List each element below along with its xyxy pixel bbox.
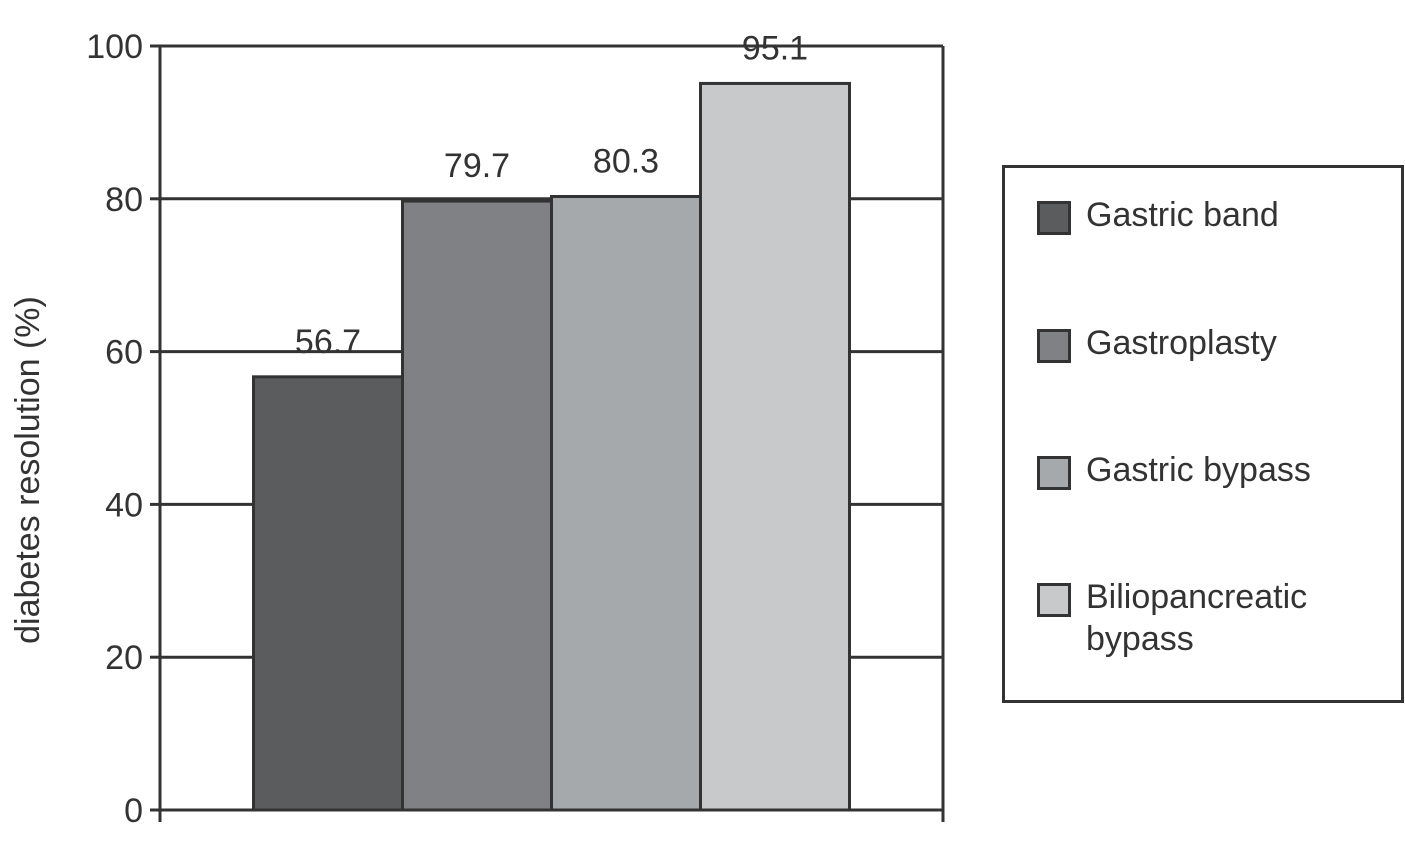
y-axis-label: diabetes resolution (%)	[9, 296, 47, 644]
legend-item: Gastroplasty	[1037, 324, 1377, 364]
y-tick-label: 40	[105, 486, 143, 524]
legend: Gastric band Gastroplasty Gastric bypass Bi…	[1002, 165, 1404, 703]
legend-item: Gastric band	[1037, 196, 1377, 236]
bar	[252, 375, 404, 812]
value-label: 79.7	[444, 147, 510, 185]
y-tick-label: 60	[105, 334, 143, 372]
value-label: 95.1	[742, 29, 808, 67]
bar	[401, 199, 553, 812]
legend-label: Gastric band	[1086, 196, 1279, 234]
y-tick-label: 20	[105, 639, 143, 677]
legend-label: Gastric bypass	[1086, 451, 1311, 489]
legend-swatch	[1037, 201, 1071, 235]
bar	[550, 195, 702, 812]
legend-item: Biliopancreatic bypass	[1037, 578, 1377, 660]
legend-label: Biliopancreatic bypass	[1086, 578, 1308, 658]
legend-swatch	[1037, 329, 1071, 363]
legend-swatch	[1037, 456, 1071, 490]
legend-item: Gastric bypass	[1037, 451, 1377, 491]
legend-swatch	[1037, 583, 1071, 617]
value-label: 56.7	[295, 323, 361, 361]
y-tick-label: 80	[105, 181, 143, 219]
y-tick-label: 100	[86, 28, 143, 66]
y-tick-label: 0	[124, 792, 143, 830]
bar	[699, 81, 851, 812]
value-label: 80.3	[593, 142, 659, 180]
legend-label: Gastroplasty	[1086, 324, 1277, 362]
